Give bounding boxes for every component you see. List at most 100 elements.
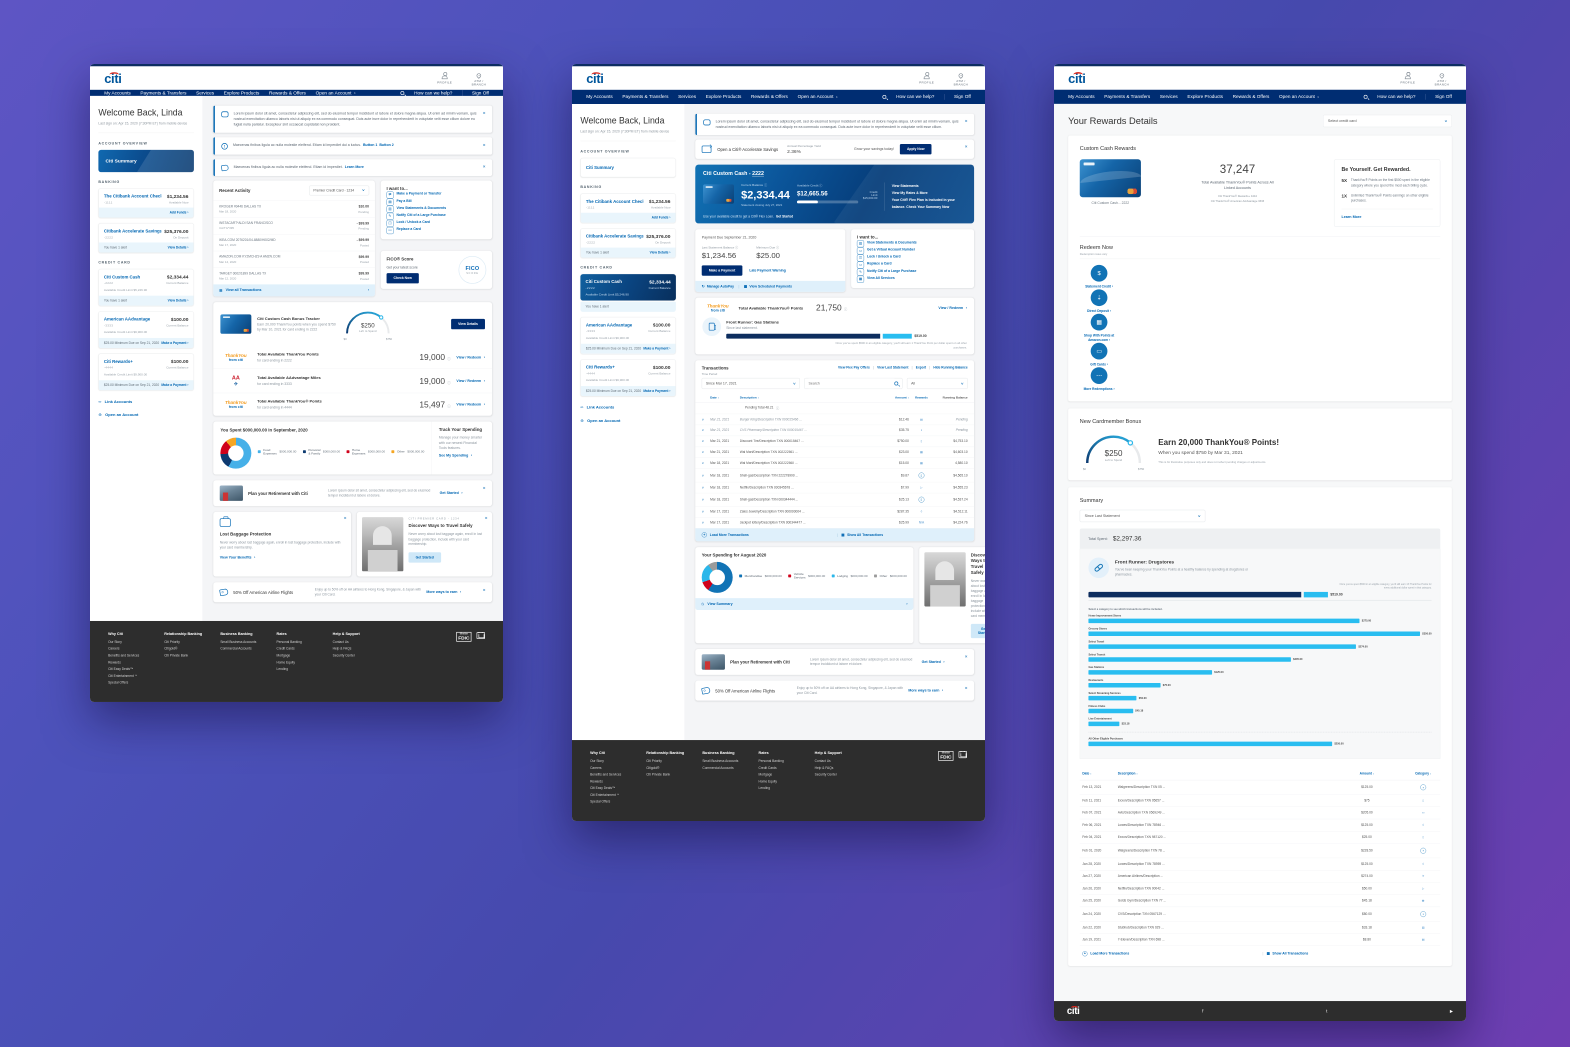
footer-link[interactable]: Credit Cards [276,647,295,651]
flex-pay-offers-link[interactable]: View Flex Pay Offers [838,366,870,370]
footer-link[interactable]: Our Story [108,640,122,644]
close-icon[interactable]: × [964,654,968,660]
category-bar[interactable]: Restaurants $75.00 [1088,679,1431,688]
transaction-row[interactable]: Feb 04, 2021 Exxon/Description TXN 98712… [1079,831,1441,844]
social-icon[interactable]: t [1326,1008,1328,1014]
add-funds-link[interactable]: Add Funds › [651,215,671,220]
view-details-button[interactable]: View Details [451,318,485,330]
nav-item[interactable]: My Accounts [104,90,131,96]
atm-branch-button[interactable]: ATM / BRANCH [1432,71,1452,87]
transaction-row[interactable]: Jan 27, 2020 American Airlines/Descripti… [1079,870,1441,883]
account-name[interactable]: The Citibank Account Checking [103,193,161,199]
category-bar[interactable]: Home Improvement Stores $275.00 [1088,614,1431,623]
close-icon[interactable]: × [484,515,488,521]
footer-link[interactable]: Commercial Accounts [220,647,252,651]
activity-row[interactable]: KROGER #0446 DALLAS TX Mar 18, 2020 $10.0… [213,200,375,217]
footer-link[interactable]: Special Offers [590,800,611,804]
profile-button[interactable]: PROFILE [917,71,937,86]
account-name[interactable]: Citi Custom Cash [103,274,141,280]
get-started-link[interactable]: Get Started › [439,491,463,496]
close-icon[interactable]: × [343,515,347,521]
footer-link[interactable]: Careers [108,647,120,651]
time-period-dropdown[interactable]: Since Mar 17, 2021 ∨ [701,378,800,390]
nav-item[interactable]: Open an Account [1279,94,1315,100]
nav-item[interactable]: Rewards & Offers [751,94,788,100]
make-payment-link[interactable]: Make a Payment › [643,346,671,351]
view-details-link[interactable]: View Details › [167,245,189,250]
col-category[interactable]: Category↕ [1415,771,1432,776]
close-icon[interactable]: × [964,118,968,125]
make-payment-button[interactable]: Make a Payment [701,265,743,276]
scheduled-payments-link[interactable]: ▦ View Scheduled Payments [743,284,793,289]
footer-link[interactable]: Citi Private Bank [646,772,671,777]
profile-button[interactable]: PROFILE [1398,71,1418,86]
get-started-button[interactable]: Get Started [970,624,985,639]
search-icon[interactable] [894,381,899,386]
close-icon[interactable]: × [482,485,486,491]
footer-link[interactable]: Personal Banking [276,640,302,644]
alert-button-1[interactable]: Button 1 [362,142,378,147]
checking-account-tile[interactable]: The Citibank Account Checking-1111 $1,23… [98,188,194,218]
show-all-link[interactable]: ▦ Show All Transactions [1266,951,1309,956]
quick-action[interactable]: ▭ Replace a Card [857,261,968,269]
expand-icon[interactable]: ∨ [701,510,705,514]
footer-link[interactable]: Home Equity [758,779,777,784]
info-icon[interactable]: ⓘ [844,308,848,312]
close-icon[interactable]: × [482,141,486,148]
transaction-row[interactable]: ∨ Mar 17, 2021 Jackpot lottery/Descripti… [695,518,975,529]
category-bar[interactable]: Grocery Stores $350.00 [1088,627,1432,636]
quick-action[interactable]: ▤ Pay a Bill [386,198,486,206]
footer-link[interactable]: Help & FAQs [814,766,834,770]
expand-icon[interactable]: ∨ [701,450,705,455]
legend-item[interactable]: Lodging $000,000.00 [831,574,868,578]
nav-item[interactable]: Services [1159,94,1178,100]
info-icon[interactable]: ⓘ [819,184,823,188]
footer-link[interactable]: Citi Entertainment ℠ [590,793,620,797]
category-bar[interactable]: Select Streaming Services $50.00 [1088,692,1431,701]
redeem-option[interactable]: ▭ Gift Cards › [1080,342,1119,367]
load-more-link[interactable]: + Load More Transactions [1082,950,1130,957]
col-date[interactable]: Date↕ [1082,771,1092,776]
quick-action[interactable]: ◫ Lock / Unlock a Card [386,219,486,227]
expand-icon[interactable]: ∨ [701,428,705,433]
citi-logo[interactable]: citi [586,71,604,86]
footer-link[interactable]: Credit Cards [758,766,777,770]
nav-item[interactable]: Rewards & Offers [269,90,306,96]
transaction-row[interactable]: Jan 28, 2020 Lowes/Description TXN 78959… [1079,858,1441,871]
make-payment-link[interactable]: Make a Payment › [161,383,189,388]
expand-icon[interactable]: ∨ [701,473,705,478]
footer-link[interactable]: Mortgage [758,772,773,777]
aadvantage-tile[interactable]: American AAdvantage -3333 $100.00 Current … [98,311,194,349]
savings-account-tile[interactable]: Citibank Accelerate Savings ... -2222 $25… [98,223,194,253]
nav-item[interactable]: My Accounts [1068,94,1095,100]
footer-link[interactable]: Citigold® [164,647,178,651]
activity-row[interactable]: INSTACART*ALDI SAN FRANCISCO CA/TG*395 - … [213,217,375,234]
check-now-button[interactable]: Check Now [386,272,419,284]
transaction-row[interactable]: Feb 11, 2021 Exxon/Description TXN 05657… [1079,795,1441,807]
transaction-row[interactable]: Feb 06, 2021 Lowes/Description TXN 78946… [1079,819,1441,832]
footer-link[interactable]: Rewards [590,779,603,784]
info-icon[interactable]: ⓘ [776,407,780,411]
expand-icon[interactable]: ∨ [701,521,705,525]
see-my-spending-link[interactable]: See My Spending › [438,453,473,458]
checking-account-tile[interactable]: The Citibank Account Checking-1111 $1,23… [580,193,676,223]
footer-link[interactable]: Security Center [814,772,837,777]
legend-item[interactable]: Other $000,000.00 [874,574,907,578]
quick-action[interactable]: ◫ Lock / Unlock a Card [857,254,968,262]
footer-link[interactable]: Citigold® [646,766,660,770]
citi-logo[interactable]: citi [104,72,122,87]
rewards-plus-tile[interactable]: Citi Rewards+ -4444 $100.00 Current Balanc… [580,359,676,397]
legend-item[interactable]: Merchandise $000,000.00 [739,574,782,578]
info-icon[interactable]: ⓘ [447,381,451,385]
transaction-row[interactable]: ∨ Mar 17, 2021 Zales Jewelry/Description… [695,507,975,518]
footer-link[interactable]: Lending [276,667,289,671]
category-bar[interactable]: Select Transit $205.00 [1088,653,1431,662]
info-icon[interactable]: ⓘ [447,357,451,362]
legend-item[interactable]: Food Expenses $000,000.00 [257,448,296,455]
transaction-row[interactable]: ∨ Mar 18, 2021 Netflix/Description TXN 0… [695,482,975,494]
col-date[interactable]: Date↕ [710,396,720,400]
redeem-option[interactable]: ▦ Shop With Points at Amazon.com › [1080,313,1119,343]
link-accounts-link[interactable]: ∞ Link Accounts [98,399,133,404]
search-input[interactable] [808,378,895,389]
footer-link[interactable]: Citi Easy Deals™ [108,667,134,671]
